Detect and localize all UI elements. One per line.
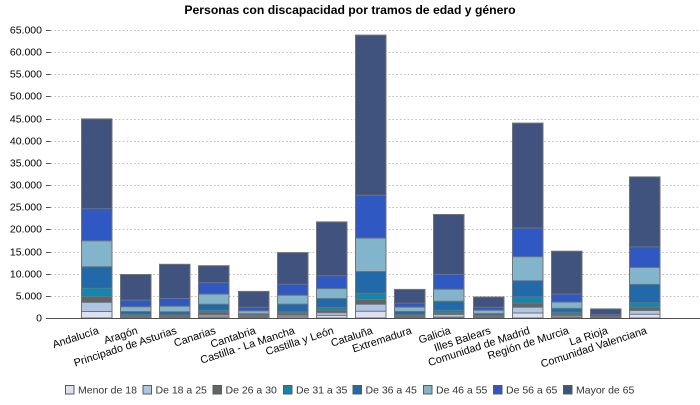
svg-text:60.000: 60.000: [10, 47, 42, 59]
svg-text:55.000: 55.000: [10, 69, 42, 81]
svg-text:50.000: 50.000: [10, 91, 42, 103]
svg-text:Mayor de 65: Mayor de 65: [576, 385, 635, 397]
svg-text:10.000: 10.000: [10, 269, 42, 281]
svg-text:30.000: 30.000: [10, 180, 42, 192]
svg-text:Personas con discapacidad por: Personas con discapacidad por tramos de …: [184, 3, 515, 17]
svg-text:De 56 a 65: De 56 a 65: [506, 385, 558, 397]
svg-text:De 36 a 45: De 36 a 45: [366, 385, 418, 397]
svg-text:De 31 a 35: De 31 a 35: [296, 385, 348, 397]
svg-text:15.000: 15.000: [10, 247, 42, 259]
svg-text:40.000: 40.000: [10, 136, 42, 148]
svg-text:De 18 a 25: De 18 a 25: [156, 385, 208, 397]
svg-text:0: 0: [36, 313, 42, 325]
svg-text:25.000: 25.000: [10, 202, 42, 214]
svg-text:De 26 a 30: De 26 a 30: [226, 385, 278, 397]
svg-text:Menor de 18: Menor de 18: [78, 385, 137, 397]
svg-text:45.000: 45.000: [10, 114, 42, 126]
svg-text:5.000: 5.000: [16, 291, 42, 303]
svg-text:20.000: 20.000: [10, 224, 42, 236]
svg-text:De 46 a 55: De 46 a 55: [436, 385, 488, 397]
svg-text:35.000: 35.000: [10, 158, 42, 170]
svg-text:65.000: 65.000: [10, 25, 42, 37]
